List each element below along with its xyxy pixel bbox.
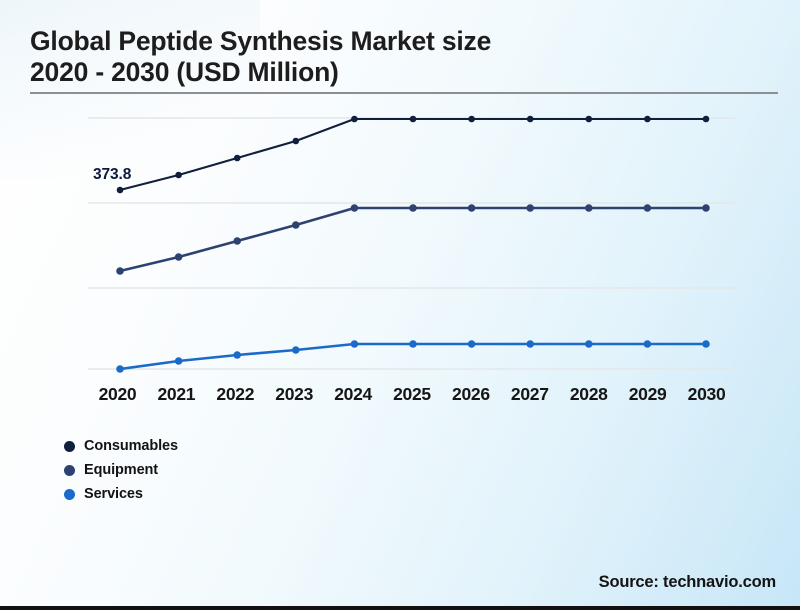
source-attribution: Source: technavio.com: [598, 573, 777, 591]
page-title: Global Peptide Synthesis Market size 202…: [30, 26, 492, 88]
legend-item-consumables[interactable]: Consumables: [64, 434, 178, 458]
x-tick-2022: 2022: [216, 384, 255, 404]
line-consumables: [118, 117, 708, 192]
point-equipment-2023[interactable]: [292, 221, 300, 229]
point-services-2023[interactable]: [292, 346, 300, 354]
legend-label: Consumables: [84, 438, 178, 454]
x-tick-2027: 2027: [510, 384, 549, 404]
point-consumables-2025[interactable]: [409, 115, 417, 123]
x-tick-2024: 2024: [334, 384, 372, 404]
point-consumables-2029[interactable]: [644, 115, 651, 123]
point-consumables-2022[interactable]: [233, 154, 241, 162]
legend-label: Equipment: [84, 462, 159, 478]
point-consumables-2020[interactable]: [116, 186, 124, 194]
point-equipment-2021[interactable]: [174, 253, 183, 261]
point-consumables-2023[interactable]: [292, 137, 300, 145]
point-equipment-2029[interactable]: [643, 204, 652, 212]
point-consumables-2021[interactable]: [175, 171, 182, 179]
point-consumables-2030[interactable]: [702, 115, 710, 123]
point-consumables-2028[interactable]: [585, 115, 593, 123]
gridlines: [88, 117, 735, 370]
point-equipment-2025[interactable]: [409, 204, 417, 212]
data-label-consumables-2020: 373.8: [93, 166, 132, 183]
point-services-2021[interactable]: [174, 357, 183, 365]
series-services: [116, 340, 710, 373]
line-chart-svg: [88, 115, 735, 373]
point-services-2027[interactable]: [526, 340, 534, 348]
point-services-2029[interactable]: [643, 340, 652, 348]
title-block: Global Peptide Synthesis Market size 202…: [30, 26, 778, 89]
point-services-2028[interactable]: [585, 340, 593, 348]
x-tick-2026: 2026: [452, 384, 490, 404]
legend-item-services[interactable]: Services: [64, 482, 178, 506]
point-equipment-2024[interactable]: [350, 204, 359, 212]
point-equipment-2028[interactable]: [585, 204, 593, 212]
legend-label: Services: [84, 486, 143, 502]
series-lines: [116, 115, 710, 373]
legend-dot-icon-equipment: [64, 464, 75, 476]
series-consumables: [116, 115, 710, 194]
chart-plot-area: [88, 115, 735, 373]
x-tick-2023: 2023: [275, 384, 314, 404]
point-services-2026[interactable]: [467, 340, 476, 348]
x-tick-2025: 2025: [393, 384, 431, 404]
line-equipment: [118, 206, 708, 273]
point-services-2022[interactable]: [233, 351, 241, 359]
point-consumables-2024[interactable]: [351, 115, 358, 123]
legend-dot-icon-consumables: [64, 440, 75, 452]
point-equipment-2020[interactable]: [116, 267, 124, 275]
x-axis-labels: 2020 2021 2022 2023 2024 2025 2026 2027 2028 2029…: [88, 384, 736, 410]
point-equipment-2027[interactable]: [526, 204, 534, 212]
point-services-2020[interactable]: [116, 365, 124, 373]
title-divider: [30, 92, 778, 94]
point-services-2030[interactable]: [702, 340, 710, 348]
point-equipment-2030[interactable]: [702, 204, 710, 212]
x-tick-2020: 2020: [98, 384, 137, 404]
x-tick-2030: 2030: [687, 384, 726, 404]
series-equipment: [116, 204, 710, 275]
point-services-2025[interactable]: [409, 340, 417, 348]
legend-dot-icon-services: [64, 488, 75, 500]
chart-legend: Consumables Equipment Services: [64, 434, 178, 506]
point-consumables-2027[interactable]: [526, 115, 534, 123]
x-tick-2028: 2028: [569, 384, 608, 404]
x-tick-2029: 2029: [628, 384, 667, 404]
point-equipment-2026[interactable]: [467, 204, 476, 212]
x-tick-2021: 2021: [157, 384, 196, 404]
legend-item-equipment[interactable]: Equipment: [64, 458, 178, 482]
point-equipment-2022[interactable]: [233, 237, 241, 245]
point-services-2024[interactable]: [350, 340, 359, 348]
point-consumables-2026[interactable]: [468, 115, 475, 123]
